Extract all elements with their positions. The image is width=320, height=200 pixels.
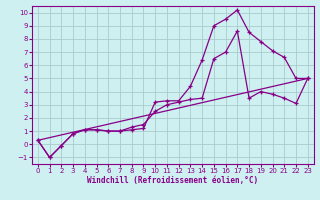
X-axis label: Windchill (Refroidissement éolien,°C): Windchill (Refroidissement éolien,°C) [87, 176, 258, 185]
